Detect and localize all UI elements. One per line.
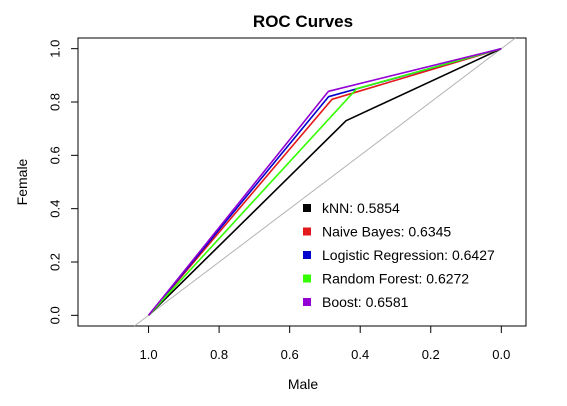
x-tick-label: 0.6 — [281, 347, 299, 362]
legend-item-3: Random Forest: 0.6272 — [303, 271, 469, 287]
legend: kNN: 0.5854 Naive Bayes: 0.6345 Logistic R… — [303, 200, 495, 310]
chart-title: ROC Curves — [253, 12, 353, 31]
legend-swatch — [303, 251, 311, 259]
x-axis-label: Male — [288, 376, 319, 392]
legend-label: Logistic Regression: 0.6427 — [322, 247, 495, 263]
legend-item-0: kNN: 0.5854 — [303, 200, 400, 216]
x-tick-label: 0.4 — [351, 347, 369, 362]
y-axis: 0.0 0.2 0.4 0.6 0.8 1.0 — [48, 40, 79, 325]
x-tick-label: 0.0 — [492, 347, 510, 362]
x-tick-label: 1.0 — [140, 347, 158, 362]
legend-label: Random Forest: 0.6272 — [322, 271, 469, 287]
legend-swatch — [303, 228, 311, 236]
legend-item-1: Naive Bayes: 0.6345 — [303, 224, 451, 240]
x-axis: 1.0 0.8 0.6 0.4 0.2 0.0 — [140, 326, 511, 362]
x-tick-label: 0.8 — [210, 347, 228, 362]
y-tick-label: 0.6 — [48, 146, 63, 164]
y-tick-label: 0.8 — [48, 93, 63, 111]
legend-label: Boost: 0.6581 — [322, 294, 409, 310]
y-tick-label: 0.0 — [48, 306, 63, 324]
legend-swatch — [303, 204, 311, 212]
legend-item-4: Boost: 0.6581 — [303, 294, 409, 310]
y-tick-label: 0.4 — [48, 200, 63, 218]
legend-label: kNN: 0.5854 — [322, 200, 400, 216]
legend-label: Naive Bayes: 0.6345 — [322, 224, 451, 240]
x-tick-label: 0.2 — [422, 347, 440, 362]
legend-item-2: Logistic Regression: 0.6427 — [303, 247, 495, 263]
legend-swatch — [303, 298, 311, 306]
legend-swatch — [303, 275, 311, 283]
y-tick-label: 1.0 — [48, 40, 63, 58]
y-tick-label: 0.2 — [48, 253, 63, 271]
y-axis-label: Female — [14, 158, 30, 205]
